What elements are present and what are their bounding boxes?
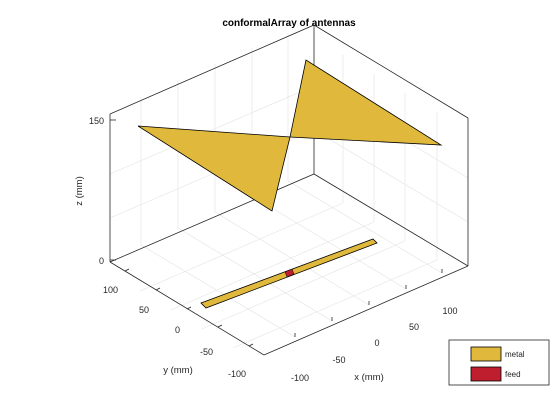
tick-marks (110, 119, 443, 347)
legend-label-feed: feed (505, 370, 521, 379)
z-axis-label: z (mm) (74, 176, 85, 206)
legend-swatch-metal (470, 346, 502, 362)
y-axis-label: y (mm) (163, 365, 193, 376)
x-tick-label: 0 (374, 338, 379, 348)
y-tick-label: 50 (139, 305, 149, 315)
dipole-feed (284, 268, 295, 278)
z-tick-label: 0 (99, 256, 104, 266)
y-tick-label: -50 (200, 347, 213, 357)
bowtie-left-arm (137, 125, 291, 212)
x-tick-label: -50 (332, 355, 345, 365)
x-axis-label: x (mm) (354, 372, 384, 383)
bowtie-antenna (137, 59, 443, 212)
z-tick-label: 150 (89, 116, 104, 126)
x-tick-label: 100 (442, 306, 457, 316)
dipole-antenna (200, 238, 378, 309)
bowtie-right-arm (289, 59, 443, 146)
y-tick-label: 0 (175, 325, 180, 335)
grid-lines (109, 33, 469, 349)
legend-swatch-feed (470, 366, 502, 382)
x-tick-label: 50 (409, 322, 419, 332)
legend-label-metal: metal (505, 350, 525, 359)
y-tick-label: -100 (228, 369, 246, 379)
y-tick-label: 100 (103, 285, 118, 295)
x-tick-label: -100 (291, 373, 309, 383)
legend: metal feed (448, 339, 550, 386)
figure-title: conformalArray of antennas (222, 18, 356, 29)
